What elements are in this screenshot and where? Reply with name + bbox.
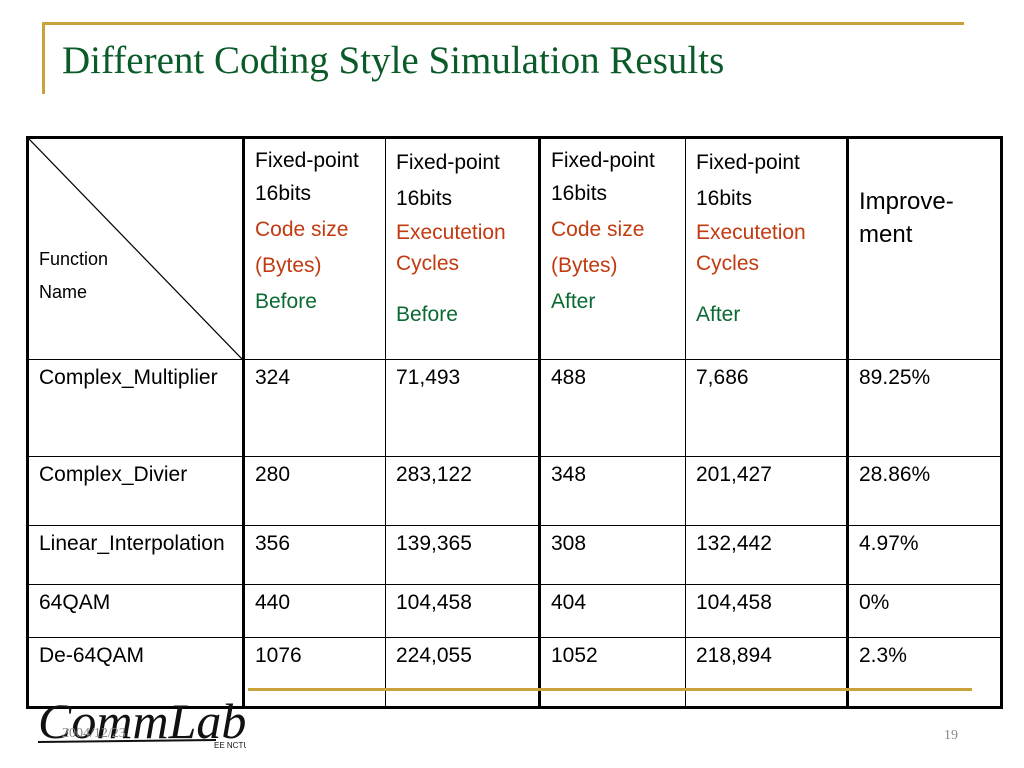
function-name-label: Function Name [39,243,108,309]
code-size-before-cell: 356 [242,525,386,585]
table-row: De-64QAM 1076 224,055 1052 218,894 2.3% [27,637,1002,708]
header-label: Fixed-point [255,149,359,172]
function-name-cell: Complex_Multiplier [27,359,244,457]
function-name-cell: De-64QAM [27,637,244,708]
function-name-cell: 64QAM [27,584,244,638]
header-label: 16bits [696,187,753,210]
table-header-row: Function Name Fixed-point 16bits Code si… [27,137,1002,360]
improvement-cell: 28.86% [846,456,1002,526]
commlab-logo: CommLab EE NCTU [37,693,246,750]
header-cycles-before: Fixed-point 16bits Executetion Cycles Be… [385,137,540,360]
header-label: Executetion Cycles [396,221,506,275]
cycles-before-cell: 283,122 [385,456,540,526]
footer-accent-line [248,688,972,691]
code-size-before-cell: 440 [242,584,386,638]
title-accent-vertical [42,22,45,94]
header-label: Fixed-point [696,151,800,174]
cycles-after-cell: 104,458 [685,584,848,638]
results-table: Function Name Fixed-point 16bits Code si… [26,136,1003,709]
header-label: 16bits [396,187,453,210]
improvement-cell: 2.3% [846,637,1002,708]
improvement-cell: 0% [846,584,1002,638]
header-label: Code size [255,218,349,241]
header-label: After [551,290,596,313]
header-label: After [696,303,741,326]
header-label: 16bits [255,182,312,205]
function-label: Function [39,249,109,269]
code-size-after-cell: 488 [538,359,686,457]
slide-title: Different Coding Style Simulation Result… [62,39,725,82]
header-label: 16bits [551,182,608,205]
table-row: Linear_Interpolation 356 139,365 308 132… [27,525,1002,585]
header-improvement: Improve-ment [846,137,1002,360]
cycles-after-cell: 132,442 [685,525,848,585]
table-row: Complex_Multiplier 324 71,493 488 7,686 … [27,359,1002,457]
diagonal-divider [29,139,242,359]
header-label: Before [255,290,317,313]
code-size-before-cell: 280 [242,456,386,526]
header-label: Before [396,303,458,326]
header-label: Code size [551,218,645,241]
header-label: Improve-ment [859,188,954,248]
cycles-before-cell: 139,365 [385,525,540,585]
cycles-before-cell: 71,493 [385,359,540,457]
function-name-cell: Complex_Divier [27,456,244,526]
code-size-before-cell: 1076 [242,637,386,708]
header-label: (Bytes) [551,254,618,277]
header-label: Executetion Cycles [696,221,806,275]
improvement-cell: 4.97% [846,525,1002,585]
cycles-after-cell: 201,427 [685,456,848,526]
code-size-after-cell: 1052 [538,637,686,708]
cycles-after-cell: 7,686 [685,359,848,457]
code-size-before-cell: 324 [242,359,386,457]
code-size-after-cell: 348 [538,456,686,526]
title-accent-horizontal [42,22,964,25]
cycles-before-cell: 224,055 [385,637,540,708]
improvement-cell: 89.25% [846,359,1002,457]
header-label: (Bytes) [255,254,322,277]
header-corner-cell: Function Name [27,137,244,360]
header-code-size-after: Fixed-point 16bits Code size (Bytes) Aft… [538,137,686,360]
slide-date: 2004/12/23 [62,726,126,741]
table-row: Complex_Divier 280 283,122 348 201,427 2… [27,456,1002,526]
name-label: Name [39,282,88,302]
slide-page-number: 19 [944,728,958,743]
code-size-after-cell: 404 [538,584,686,638]
cycles-after-cell: 218,894 [685,637,848,708]
header-cycles-after: Fixed-point 16bits Executetion Cycles Af… [685,137,848,360]
cycles-before-cell: 104,458 [385,584,540,638]
header-label: Fixed-point [396,151,500,174]
code-size-after-cell: 308 [538,525,686,585]
header-label: Fixed-point [551,149,655,172]
table-row: 64QAM 440 104,458 404 104,458 0% [27,584,1002,638]
header-code-size-before: Fixed-point 16bits Code size (Bytes) Bef… [242,137,386,360]
svg-text:EE NCTU: EE NCTU [214,741,246,750]
function-name-cell: Linear_Interpolation [27,525,244,585]
